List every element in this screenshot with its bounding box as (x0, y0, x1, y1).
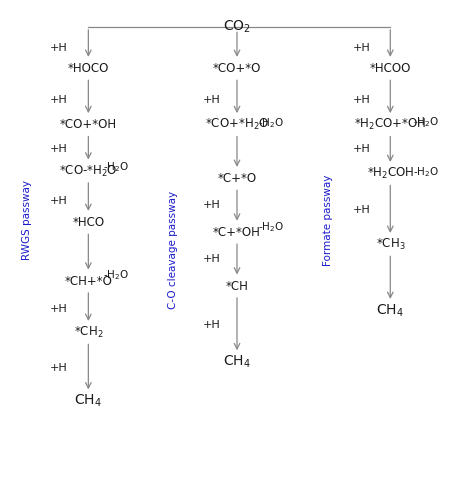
Text: +H: +H (353, 144, 370, 154)
Text: -H$_2$O: -H$_2$O (103, 161, 129, 174)
Text: +H: +H (49, 304, 67, 314)
Text: *C+*O: *C+*O (218, 172, 256, 185)
Text: +H: +H (202, 254, 220, 264)
Text: +H: +H (202, 95, 220, 105)
Text: *HCO: *HCO (73, 216, 104, 229)
Text: -H$_2$O: -H$_2$O (412, 115, 439, 129)
Text: -H$_2$O: -H$_2$O (412, 165, 439, 179)
Text: +H: +H (49, 144, 67, 154)
Text: *CO+*H$_2$O: *CO+*H$_2$O (205, 117, 269, 132)
Text: +H: +H (49, 363, 67, 373)
Text: *CO+*OH: *CO+*OH (60, 118, 117, 131)
Text: *C+*OH: *C+*OH (213, 226, 261, 239)
Text: *CH+*O: *CH+*O (64, 275, 112, 288)
Text: CH$_4$: CH$_4$ (376, 302, 404, 319)
Text: *CH$_2$: *CH$_2$ (73, 325, 103, 340)
Text: *CH$_3$: *CH$_3$ (375, 237, 405, 252)
Text: +H: +H (49, 43, 67, 53)
Text: *CO-*H$_2$O: *CO-*H$_2$O (59, 164, 118, 179)
Text: *H$_2$COH: *H$_2$COH (366, 166, 414, 181)
Text: *CH: *CH (226, 279, 248, 293)
Text: -H$_2$O: -H$_2$O (258, 116, 284, 130)
Text: +H: +H (49, 196, 67, 206)
Text: *HCOO: *HCOO (370, 62, 411, 75)
Text: CO$_2$: CO$_2$ (223, 19, 251, 35)
Text: -H$_2$O: -H$_2$O (258, 221, 284, 235)
Text: *CO+*O: *CO+*O (213, 62, 261, 75)
Text: +H: +H (202, 320, 220, 330)
Text: -H$_2$O: -H$_2$O (103, 268, 129, 282)
Text: CH$_4$: CH$_4$ (74, 393, 102, 409)
Text: +H: +H (202, 201, 220, 211)
Text: Formate passway: Formate passway (323, 175, 333, 266)
Text: +H: +H (353, 95, 370, 105)
Text: RWGS passway: RWGS passway (22, 180, 32, 260)
Text: +H: +H (49, 95, 67, 105)
Text: +H: +H (353, 43, 370, 53)
Text: *HOCO: *HOCO (68, 62, 109, 75)
Text: C-O cleavage passway: C-O cleavage passway (168, 191, 178, 308)
Text: CH$_4$: CH$_4$ (223, 354, 251, 370)
Text: +H: +H (353, 205, 370, 215)
Text: *H$_2$CO+*OH: *H$_2$CO+*OH (354, 117, 427, 132)
